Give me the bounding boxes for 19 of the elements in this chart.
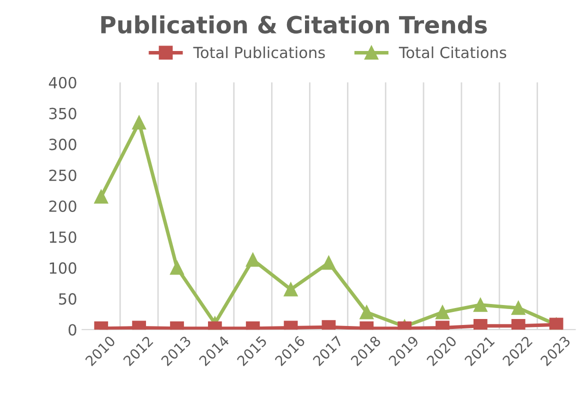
legend-label: Total Publications: [193, 46, 325, 58]
point: [473, 298, 488, 312]
point: [322, 256, 336, 270]
chart-title: Publication & Citation Trends: [101, 15, 487, 34]
point: [284, 282, 298, 296]
point: [170, 260, 184, 275]
point: [94, 190, 108, 204]
y-tick-label: 250: [49, 170, 76, 182]
y-tick-label: 0: [68, 324, 76, 336]
legend-label: Total Citations: [398, 46, 506, 58]
y-tick-label: 150: [50, 231, 76, 243]
y-tick-label: 100: [50, 262, 76, 274]
y-tick-label: 200: [49, 200, 76, 212]
y-tick-label: 300: [49, 138, 76, 150]
y-tick-label: 50: [59, 293, 76, 305]
point: [246, 252, 260, 267]
y-tick-label: 350: [49, 108, 76, 120]
point: [132, 116, 146, 130]
y-tick-label: 400: [48, 76, 76, 88]
